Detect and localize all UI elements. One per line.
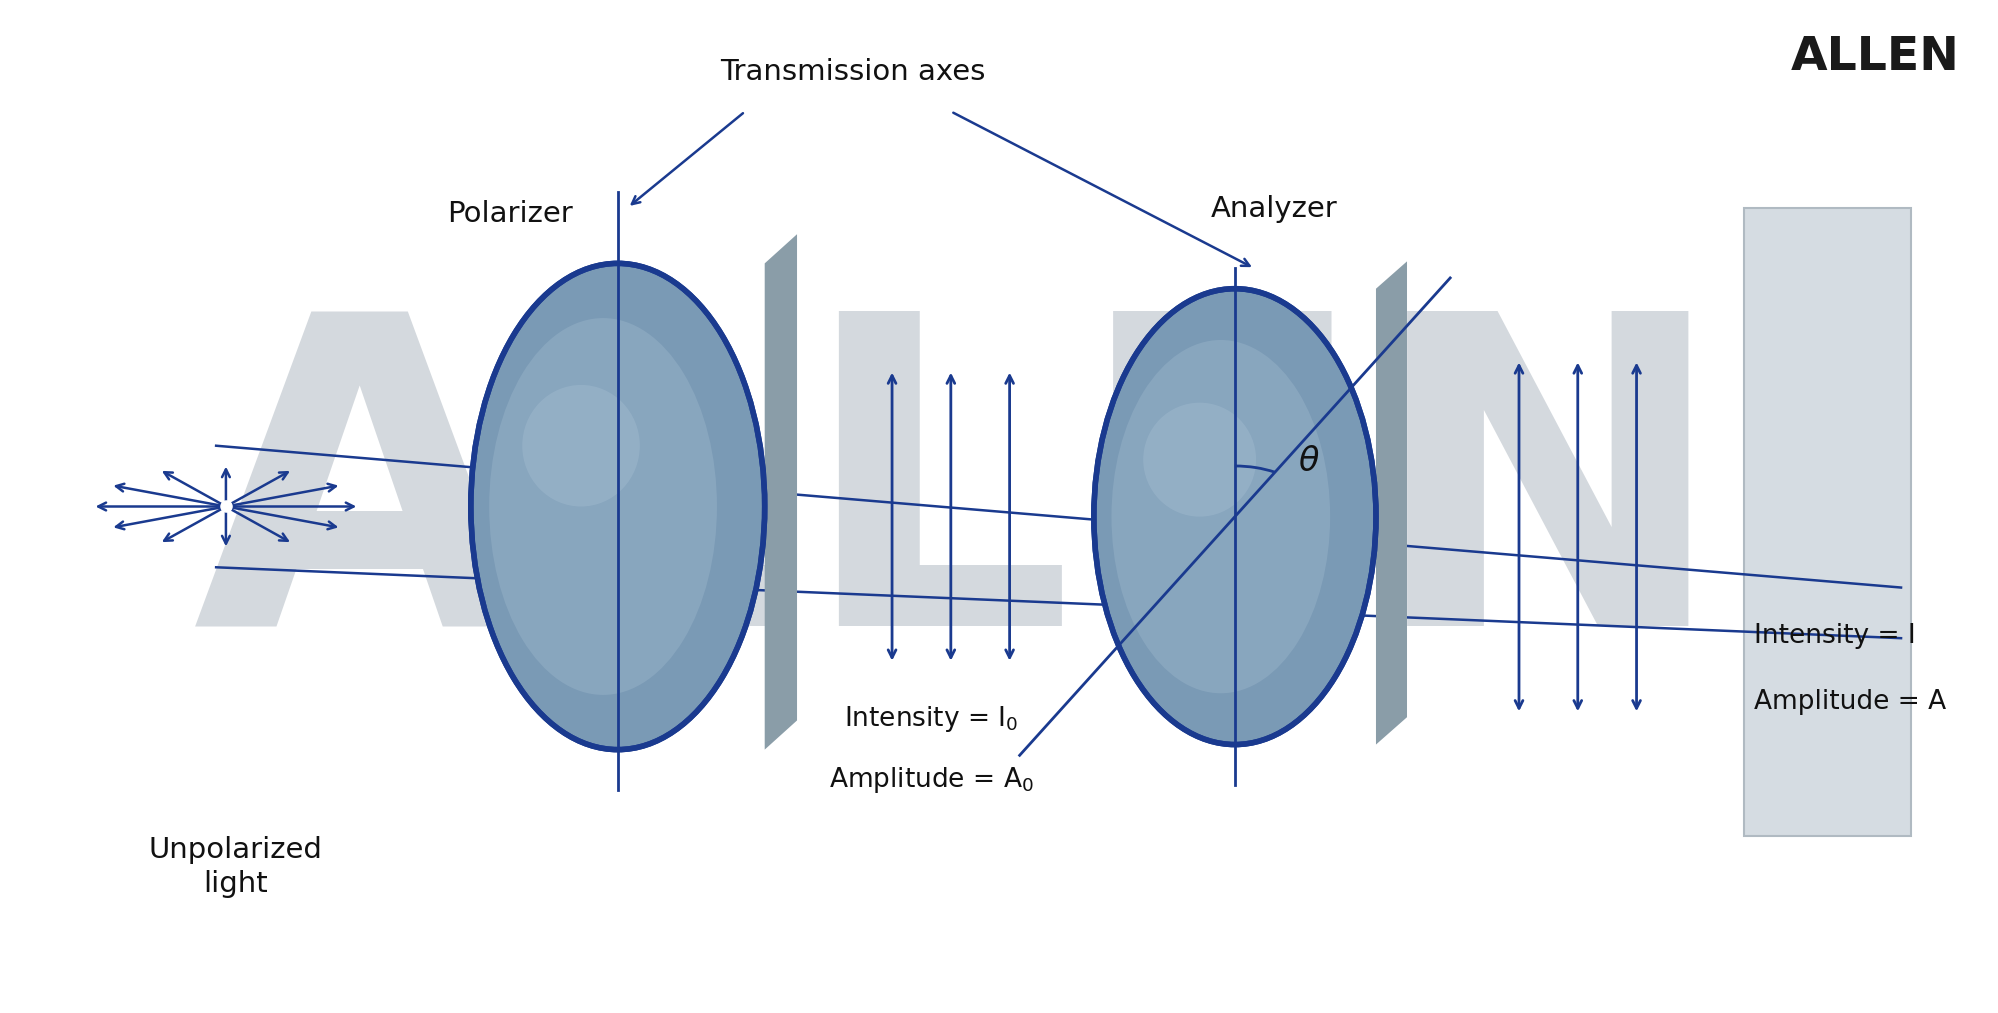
- Text: Polarizer: Polarizer: [448, 200, 573, 228]
- Ellipse shape: [490, 318, 717, 695]
- Text: Analyzer: Analyzer: [1211, 194, 1337, 223]
- Ellipse shape: [1111, 340, 1329, 693]
- Text: Intensity = I: Intensity = I: [1752, 623, 1914, 649]
- Text: ALLEN: ALLEN: [192, 298, 1728, 715]
- Text: Transmission axes: Transmission axes: [719, 58, 985, 86]
- Ellipse shape: [1143, 402, 1255, 517]
- Ellipse shape: [1093, 289, 1375, 745]
- Text: Intensity = I$_0$: Intensity = I$_0$: [843, 704, 1017, 734]
- Ellipse shape: [472, 263, 765, 750]
- Text: Amplitude = A: Amplitude = A: [1752, 689, 1946, 715]
- Text: ALLEN: ALLEN: [1790, 35, 1958, 80]
- FancyBboxPatch shape: [1744, 208, 1910, 836]
- Text: Unpolarized
light: Unpolarized light: [148, 836, 322, 899]
- Polygon shape: [1375, 261, 1407, 745]
- Ellipse shape: [521, 385, 639, 506]
- Text: $\theta$: $\theta$: [1297, 445, 1319, 478]
- Text: Amplitude = A$_0$: Amplitude = A$_0$: [829, 765, 1033, 795]
- Polygon shape: [765, 234, 797, 750]
